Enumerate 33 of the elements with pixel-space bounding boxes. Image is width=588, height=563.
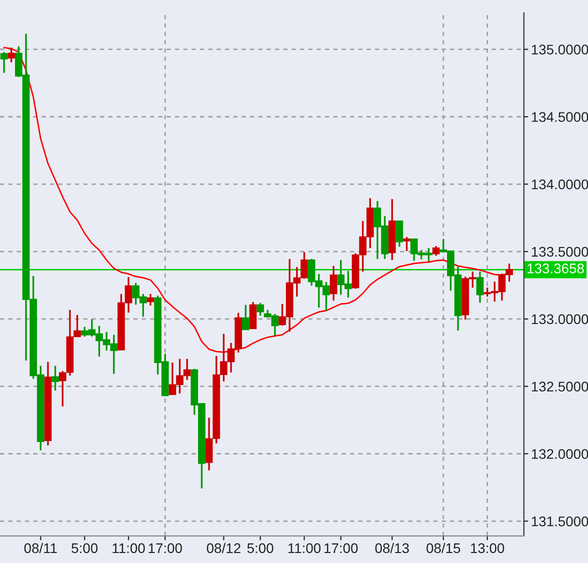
y-tick-label: 132.5000 [532, 382, 588, 392]
x-tick-label: 08/13 [375, 542, 409, 554]
candlestick [330, 265, 338, 302]
y-tick-label: 134.0000 [532, 179, 588, 190]
candlestick [0, 51, 8, 74]
ref-line-label: 133.3658 [528, 264, 584, 274]
y-tick-label: 132.0000 [532, 449, 588, 459]
candlestick [146, 293, 154, 306]
x-tick-label: 11:00 [288, 543, 321, 554]
y-tick-label: 134.5000 [532, 112, 588, 122]
x-tick-label: 08/15 [426, 542, 460, 554]
candlestick [396, 220, 404, 248]
x-tick-label: 17:00 [148, 543, 182, 554]
x-tick-label: 13:00 [470, 543, 504, 554]
candlestick [242, 304, 250, 330]
y-tick-label: 133.0000 [532, 314, 588, 324]
y-tick-label: 133.5000 [532, 246, 588, 257]
x-tick-label: 08/11 [24, 542, 57, 554]
y-tick-label: 135.0000 [532, 44, 588, 55]
x-tick-label: 17:00 [324, 543, 358, 554]
candlestick [8, 46, 16, 64]
candlestick [58, 370, 66, 408]
x-tick-label: 08/12 [206, 542, 240, 554]
x-tick-label: 5:00 [72, 543, 98, 554]
candlestick [52, 365, 59, 392]
candlestick [403, 236, 410, 252]
candlestick [256, 302, 264, 316]
candlestick [476, 270, 484, 304]
candlestick [249, 301, 257, 330]
candlestick [432, 245, 440, 257]
y-tick-label: 131.5000 [532, 516, 588, 526]
x-tick-label: 11:00 [112, 543, 145, 554]
x-tick-label: 5:00 [247, 543, 274, 554]
